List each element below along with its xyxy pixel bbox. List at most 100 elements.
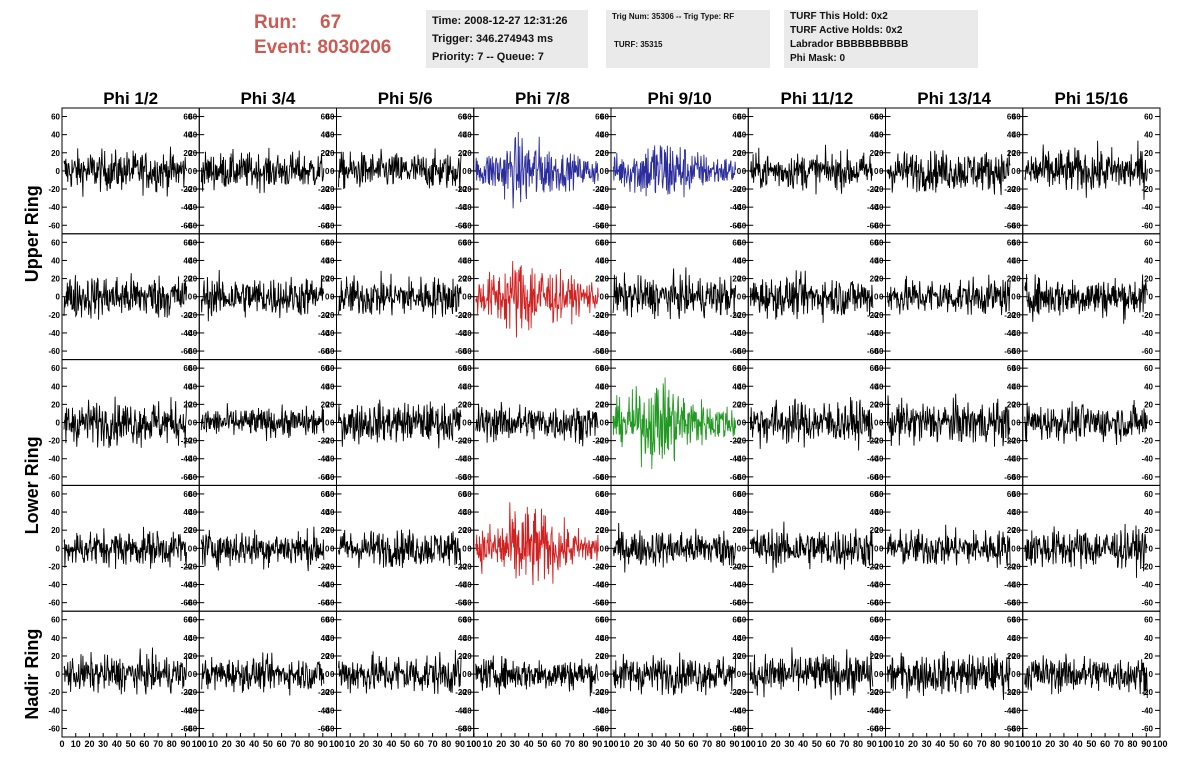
y-tick-label: -20 xyxy=(323,562,335,571)
turf-text: TURF: 35315 xyxy=(614,40,663,49)
y-tick-label: 40 xyxy=(321,256,330,265)
y-tick-label: 20 xyxy=(600,652,609,661)
x-tick-label: 20 xyxy=(633,739,643,749)
y-tick-label: -20 xyxy=(867,437,879,446)
x-tick-label: 90 xyxy=(1004,739,1014,749)
waveform-trace xyxy=(475,260,599,338)
y-tick-label: 20 xyxy=(51,526,60,535)
trig-num-text: Trig Num: 35306 -- Trig Type: RF xyxy=(612,12,735,21)
y-tick-label: -60 xyxy=(730,599,742,608)
x-tick-label: 100 xyxy=(741,739,756,749)
y-tick-label: 20 xyxy=(737,149,746,158)
waveform-trace xyxy=(749,270,874,323)
y-tick-label: 40 xyxy=(875,131,884,140)
x-tick-label: 100 xyxy=(1152,739,1167,749)
y-tick-label: 40 xyxy=(732,382,741,391)
y-tick-label: 20 xyxy=(737,526,746,535)
y-tick-label: -20 xyxy=(872,311,884,320)
y-tick-label: 60 xyxy=(737,364,746,373)
y-tick-label: 40 xyxy=(326,634,335,643)
y-tick-label: -40 xyxy=(318,329,330,338)
y-tick-label: 60 xyxy=(458,364,467,373)
x-tick-label: 40 xyxy=(112,739,122,749)
y-tick-label: -40 xyxy=(730,581,742,590)
x-tick-label: 50 xyxy=(1086,739,1096,749)
y-tick-label: 20 xyxy=(51,652,60,661)
y-tick-label: -20 xyxy=(867,688,879,697)
y-tick-label: -60 xyxy=(867,599,879,608)
y-tick-label: 60 xyxy=(183,616,192,625)
y-tick-label: -20 xyxy=(318,185,330,194)
time-info-box: Time: 2008-12-27 12:31:26 Trigger: 346.2… xyxy=(426,10,588,68)
y-tick-label: 40 xyxy=(737,382,746,391)
waveform-trace xyxy=(887,393,1011,447)
y-tick-label: -60 xyxy=(1141,347,1153,356)
y-tick-label: -40 xyxy=(597,329,609,338)
y-tick-label: 20 xyxy=(458,275,467,284)
x-tick-label: 30 xyxy=(235,739,245,749)
y-tick-label: 0 xyxy=(330,544,335,553)
y-tick-label: -20 xyxy=(867,311,879,320)
y-tick-label: 40 xyxy=(326,382,335,391)
y-tick-label: 0 xyxy=(737,670,742,679)
y-tick-label: 40 xyxy=(732,634,741,643)
x-tick-label: 0 xyxy=(197,739,202,749)
column-header: Phi 1/2 xyxy=(103,89,158,108)
y-tick-label: 40 xyxy=(326,131,335,140)
y-tick-label: -60 xyxy=(460,724,472,733)
y-tick-label: 0 xyxy=(462,419,467,428)
waveform-trace xyxy=(1024,399,1148,446)
y-tick-label: 60 xyxy=(321,616,330,625)
y-tick-label: 0 xyxy=(330,167,335,176)
y-tick-label: 60 xyxy=(870,238,879,247)
y-tick-label: -20 xyxy=(460,185,472,194)
x-tick-label: 70 xyxy=(1114,739,1124,749)
y-tick-label: -20 xyxy=(181,562,193,571)
y-tick-label: 20 xyxy=(1144,149,1153,158)
y-tick-label: 60 xyxy=(1012,238,1021,247)
y-tick-label: -60 xyxy=(867,221,879,230)
x-tick-label: 0 xyxy=(746,739,751,749)
waveform-trace xyxy=(200,526,325,572)
y-tick-label: 40 xyxy=(600,634,609,643)
y-tick-label: 0 xyxy=(193,167,198,176)
y-tick-label: 60 xyxy=(183,113,192,122)
y-tick-label: -60 xyxy=(48,724,60,733)
x-tick-label: 90 xyxy=(730,739,740,749)
y-tick-label: -20 xyxy=(48,185,60,194)
waveform-trace xyxy=(1024,653,1148,699)
y-tick-label: 40 xyxy=(595,634,604,643)
y-tick-label: -40 xyxy=(592,203,604,212)
y-tick-label: 20 xyxy=(326,275,335,284)
waveform-trace xyxy=(201,652,325,696)
y-tick-label: 0 xyxy=(605,167,610,176)
y-tick-label: 60 xyxy=(870,616,879,625)
y-tick-label: 40 xyxy=(1007,382,1016,391)
y-tick-label: 40 xyxy=(875,256,884,265)
x-tick-label: 90 xyxy=(455,739,465,749)
y-tick-label: 0 xyxy=(874,544,879,553)
y-tick-label: -40 xyxy=(186,329,198,338)
y-tick-label: -40 xyxy=(1009,203,1021,212)
y-tick-label: -60 xyxy=(323,724,335,733)
y-tick-label: -60 xyxy=(592,724,604,733)
x-tick-label: 60 xyxy=(688,739,698,749)
y-tick-label: 20 xyxy=(732,526,741,535)
y-tick-label: -60 xyxy=(730,473,742,482)
y-tick-label: -40 xyxy=(323,706,335,715)
y-tick-label: 0 xyxy=(600,670,605,679)
y-tick-label: -20 xyxy=(730,688,742,697)
y-tick-label: 0 xyxy=(56,419,61,428)
x-tick-label: 50 xyxy=(126,739,136,749)
y-tick-label: -20 xyxy=(597,437,609,446)
y-tick-label: -20 xyxy=(730,185,742,194)
y-tick-label: -40 xyxy=(48,455,60,464)
y-tick-label: 60 xyxy=(51,616,60,625)
y-tick-label: -60 xyxy=(455,473,467,482)
y-tick-label: -40 xyxy=(323,329,335,338)
y-tick-label: 40 xyxy=(1144,256,1153,265)
y-tick-label: 60 xyxy=(1144,616,1153,625)
y-tick-label: -60 xyxy=(1009,724,1021,733)
y-tick-label: 60 xyxy=(870,364,879,373)
